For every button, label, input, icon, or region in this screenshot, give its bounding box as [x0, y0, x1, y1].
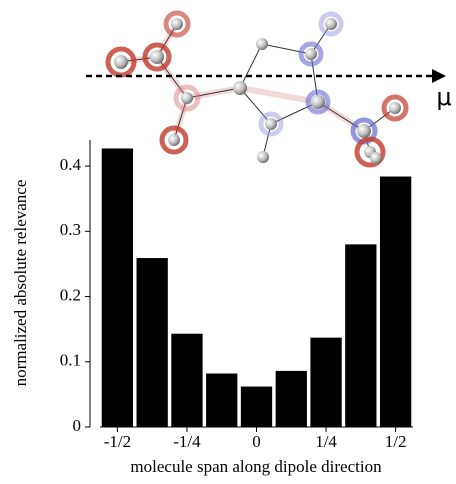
bar: [240, 386, 273, 427]
bar: [310, 337, 342, 427]
y-tick-label: 0: [73, 416, 82, 435]
molecule: [86, 10, 446, 168]
x-tick-label: 0: [252, 432, 261, 451]
dipole-label: μ: [436, 83, 451, 111]
x-axis-label: molecule span along dipole direction: [130, 457, 382, 476]
bar: [206, 373, 238, 427]
x-tick-label: 1/4: [315, 432, 337, 451]
y-tick-label: 0.2: [60, 285, 81, 304]
x-tick-label: -1/4: [173, 432, 201, 451]
y-axis-label: normalized absolute relevance: [11, 180, 30, 387]
y-tick-label: 0.3: [60, 220, 81, 239]
bar: [101, 148, 134, 427]
bar: [379, 176, 412, 427]
bar: [275, 370, 307, 427]
x-tick-label: 1/2: [385, 432, 407, 451]
bar: [136, 258, 168, 427]
bar: [171, 333, 203, 427]
y-tick-label: 0.1: [60, 351, 81, 370]
y-tick-label: 0.4: [60, 155, 82, 174]
bar: [345, 244, 377, 427]
x-tick-label: -1/2: [104, 432, 131, 451]
